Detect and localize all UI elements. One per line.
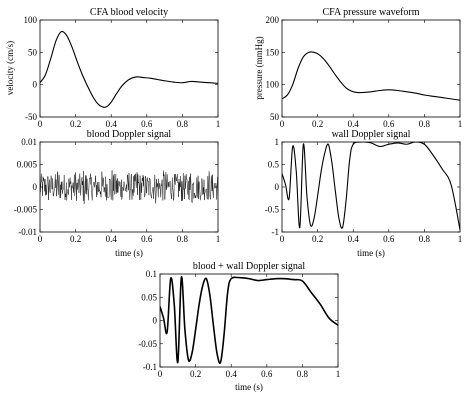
y-tick-label: 0.1 <box>146 269 157 279</box>
x-tick-label: 1 <box>458 119 463 129</box>
x-tick-label: 0 <box>280 119 285 129</box>
x-tick-label: 0 <box>38 119 43 129</box>
series-line <box>160 276 338 364</box>
y-tick-label: -0.01 <box>18 227 37 237</box>
x-tick-label: 0.4 <box>106 119 118 129</box>
x-tick-label: 0.4 <box>226 369 238 379</box>
y-tick-label: 0.05 <box>141 292 157 302</box>
x-tick-label: 1 <box>216 234 221 244</box>
y-tick-label: 200 <box>266 15 280 25</box>
y-tick-label: 0.5 <box>268 160 280 170</box>
plot-frame <box>39 141 219 233</box>
x-tick-label: 1 <box>458 234 463 244</box>
y-tick-label: 0 <box>153 316 158 326</box>
y-tick-label: 50 <box>270 112 280 122</box>
x-axis-label: time (s) <box>235 382 263 392</box>
y-tick-label: 0.005 <box>17 160 38 170</box>
x-tick-label: 0.8 <box>297 369 309 379</box>
y-tick-label: -50 <box>25 112 37 122</box>
y-tick-label: 100 <box>24 15 38 25</box>
x-tick-label: 0.6 <box>141 234 153 244</box>
x-tick-label: 1 <box>336 369 341 379</box>
panel-blood-doppler: blood Doppler signal time (s) 0 0.2 0.4 0.6… <box>14 129 221 258</box>
series-line <box>282 142 460 230</box>
x-tick-label: 0 <box>280 234 285 244</box>
panel-wall-doppler: wall Doppler signal time (s) 0 0.2 0.4 0.6 0… <box>265 129 463 258</box>
x-tick-label: 0.6 <box>261 369 273 379</box>
y-tick-label: -0.005 <box>14 205 38 215</box>
x-axis-label: time (s) <box>115 248 143 258</box>
y-tick-label: -0.1 <box>143 362 157 372</box>
x-tick-label: 0.6 <box>383 234 395 244</box>
y-tick-label: 0 <box>33 182 38 192</box>
x-tick-label: 0.2 <box>70 119 81 129</box>
y-tick-label: 50 <box>28 47 38 57</box>
panel-combined-doppler: blood + wall Doppler signal time (s) 0 0.… <box>138 261 340 392</box>
y-tick-label: -0.5 <box>265 205 280 215</box>
y-tick-label: -0.05 <box>138 339 157 349</box>
x-tick-label: 0.4 <box>348 234 360 244</box>
x-tick-label: 0.8 <box>177 234 189 244</box>
x-tick-label: 0.2 <box>312 234 323 244</box>
chart-title: blood + wall Doppler signal <box>193 261 306 272</box>
chart-title: wall Doppler signal <box>332 129 411 140</box>
panel-pressure-waveform: CFA pressure waveform pressure (mmHg) 0 0… <box>254 7 462 129</box>
x-tick-label: 0 <box>158 369 163 379</box>
x-tick-label: 0.8 <box>419 119 431 129</box>
plot-frame <box>281 19 461 118</box>
y-tick-label: 100 <box>266 80 280 90</box>
y-tick-label: 150 <box>266 47 280 57</box>
y-tick-label: -1 <box>272 227 280 237</box>
panel-blood-velocity: CFA blood velocity velocity (cm/s) 0 0.2 0… <box>5 7 220 129</box>
y-tick-label: 0 <box>33 80 38 90</box>
series-line <box>282 51 460 101</box>
x-tick-label: 0.8 <box>419 234 431 244</box>
y-tick-label: 1 <box>275 137 280 147</box>
x-tick-label: 0.2 <box>190 369 201 379</box>
y-tick-label: 0.01 <box>21 137 37 147</box>
x-tick-label: 0.2 <box>312 119 323 129</box>
x-tick-label: 0.2 <box>70 234 81 244</box>
x-tick-label: 0.8 <box>177 119 189 129</box>
x-tick-label: 0.4 <box>348 119 360 129</box>
chart-title: CFA blood velocity <box>90 7 168 18</box>
x-tick-label: 0 <box>38 234 43 244</box>
x-tick-label: 0.4 <box>106 234 118 244</box>
series-line <box>40 30 218 108</box>
plot-frame <box>39 19 219 118</box>
y-axis-label: velocity (cm/s) <box>5 41 15 95</box>
x-tick-label: 1 <box>216 119 221 129</box>
x-axis-label: time (s) <box>357 248 385 258</box>
x-tick-label: 0.6 <box>141 119 153 129</box>
series-line <box>40 170 218 205</box>
y-axis-label: pressure (mmHg) <box>254 36 264 99</box>
chart-title: blood Doppler signal <box>87 129 172 140</box>
y-tick-label: 0 <box>275 182 280 192</box>
x-tick-label: 0.6 <box>383 119 395 129</box>
chart-title: CFA pressure waveform <box>322 7 419 18</box>
